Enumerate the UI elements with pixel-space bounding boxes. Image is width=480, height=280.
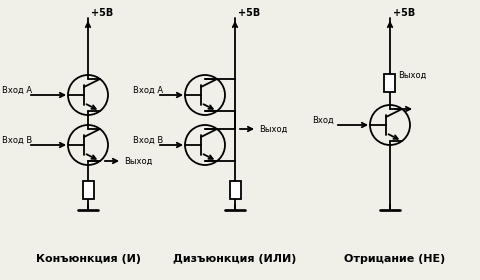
Text: +5В: +5В <box>238 8 260 18</box>
Text: Дизъюнкция (ИЛИ): Дизъюнкция (ИЛИ) <box>173 254 297 264</box>
Text: Вход В: Вход В <box>133 136 163 145</box>
Text: Выход: Выход <box>124 157 152 166</box>
Text: Отрицание (НЕ): Отрицание (НЕ) <box>344 254 445 264</box>
Text: Вход А: Вход А <box>2 86 32 95</box>
Bar <box>83 181 94 199</box>
Text: Вход: Вход <box>312 116 334 125</box>
Bar <box>384 74 396 92</box>
Bar <box>229 181 240 199</box>
Text: +5В: +5В <box>91 8 113 18</box>
Text: Выход: Выход <box>259 125 288 134</box>
Text: Вход В: Вход В <box>2 136 32 145</box>
Text: Выход: Выход <box>398 71 426 80</box>
Text: +5В: +5В <box>393 8 415 18</box>
Text: Конъюнкция (И): Конъюнкция (И) <box>36 254 141 264</box>
Text: Вход А: Вход А <box>133 86 163 95</box>
